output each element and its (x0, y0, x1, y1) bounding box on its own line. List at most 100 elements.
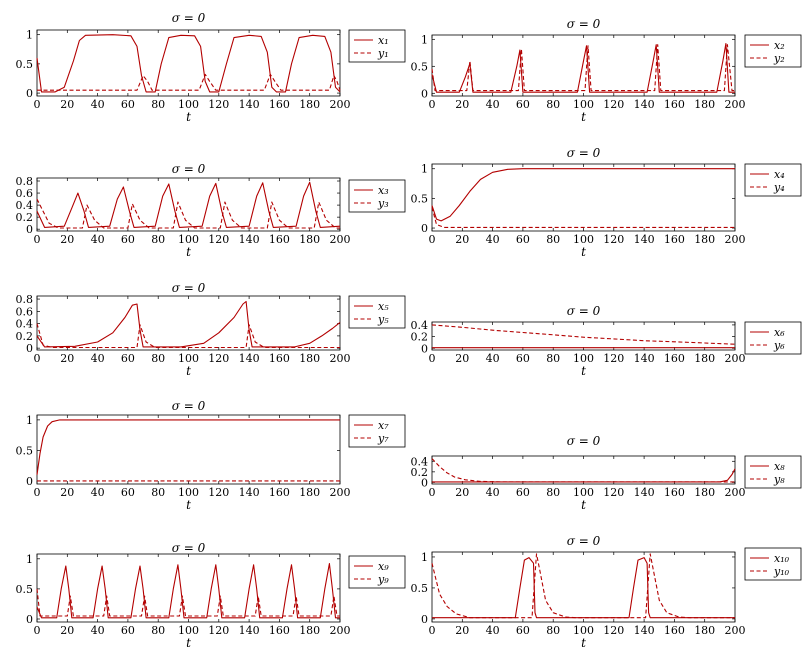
legend-box (744, 163, 802, 197)
x-tick-label: 120 (208, 233, 229, 246)
legend-label: x₅ (378, 300, 389, 313)
x-tick-label: 60 (121, 352, 135, 365)
x-axis-label: t (581, 245, 586, 259)
x-tick-label: 20 (455, 233, 469, 246)
x-axis-label: t (581, 110, 586, 124)
chart-panel: σ = 0 0 20 40 60 80 100 120 140 160 180 200 t 0 0.5 1 x₂… (411, 17, 802, 124)
series-line-x (432, 468, 736, 483)
x-tick-label: 60 (121, 624, 135, 637)
x-tick-label: 40 (486, 624, 500, 637)
y-tick-label: 0 (26, 342, 33, 355)
x-tick-label: 40 (486, 486, 500, 499)
x-tick-label: 180 (694, 233, 715, 246)
x-tick-label: 160 (664, 98, 685, 111)
series-line-x (36, 419, 340, 475)
y-tick-label: 0.5 (16, 444, 34, 457)
legend-box (744, 455, 802, 489)
x-tick-label: 180 (694, 352, 715, 365)
legend-label: y₅ (377, 313, 389, 326)
x-tick-label: 160 (269, 486, 290, 499)
x-axis-label: t (186, 245, 191, 259)
x-tick-label: 160 (664, 486, 685, 499)
x-tick-label: 40 (486, 233, 500, 246)
x-tick-label: 80 (151, 486, 165, 499)
x-tick-label: 20 (60, 98, 74, 111)
y-tick-label: 0.5 (411, 582, 429, 595)
x-tick-label: 20 (455, 98, 469, 111)
chart-panel: σ = 0 0 20 40 60 80 100 120 140 160 180 200 t 00.20.4… (411, 434, 802, 512)
x-tick-label: 120 (208, 624, 229, 637)
x-tick-label: 80 (151, 352, 165, 365)
legend-label: x₁₀ (774, 552, 790, 565)
x-tick-label: 60 (121, 98, 135, 111)
x-tick-label: 200 (330, 98, 351, 111)
y-tick-label: 0.4 (16, 199, 34, 212)
x-tick-label: 120 (208, 486, 229, 499)
y-tick-label: 0.5 (16, 58, 34, 71)
x-tick-label: 120 (603, 352, 624, 365)
x-tick-label: 40 (91, 233, 105, 246)
x-tick-label: 100 (573, 486, 594, 499)
x-tick-label: 140 (634, 352, 655, 365)
x-tick-label: 160 (269, 98, 290, 111)
legend-box (348, 555, 406, 589)
chart-panel: σ = 0 0 20 40 60 80 100 120 140 160 180 200 t 0 0.5 1 x₁… (411, 534, 802, 650)
y-tick-label: 0 (421, 87, 428, 100)
plot-frame (431, 163, 736, 232)
x-tick-label: 100 (178, 486, 199, 499)
x-tick-label: 0 (429, 352, 436, 365)
x-tick-label: 60 (516, 486, 530, 499)
series-line-y (36, 588, 340, 617)
x-tick-label: 80 (546, 98, 560, 111)
x-tick-label: 100 (573, 233, 594, 246)
x-tick-label: 20 (60, 352, 74, 365)
series-line-y (36, 198, 340, 229)
x-tick-label: 40 (91, 624, 105, 637)
x-tick-label: 60 (516, 624, 530, 637)
legend-label: y₇ (377, 432, 389, 445)
x-tick-label: 0 (429, 233, 436, 246)
legend-label: y₈ (773, 473, 785, 486)
x-tick-label: 0 (429, 624, 436, 637)
y-tick-label: 0.6 (16, 305, 34, 318)
plot-frame (36, 29, 341, 97)
plot-frame (431, 551, 736, 623)
y-tick-label: 0 (26, 613, 33, 626)
x-tick-label: 20 (60, 486, 74, 499)
y-tick-label: 0 (421, 613, 428, 626)
x-tick-label: 80 (151, 98, 165, 111)
x-axis-label: t (186, 498, 191, 512)
legend-label: y₉ (377, 573, 389, 586)
series-line-x (36, 563, 340, 619)
x-tick-label: 140 (634, 98, 655, 111)
y-tick-label: 0 (26, 87, 33, 100)
y-tick-label: 0.8 (16, 175, 34, 188)
x-axis-label: t (186, 110, 191, 124)
x-tick-label: 60 (516, 233, 530, 246)
chart-title: σ = 0 (567, 304, 601, 318)
x-tick-label: 140 (239, 352, 260, 365)
series-line-y (431, 207, 735, 228)
legend-box (744, 34, 802, 68)
legend-box (348, 414, 406, 448)
x-tick-label: 0 (34, 486, 41, 499)
chart-title: σ = 0 (172, 399, 206, 413)
x-tick-label: 120 (603, 486, 624, 499)
x-tick-label: 20 (455, 624, 469, 637)
chart-title: σ = 0 (567, 17, 601, 31)
x-tick-label: 140 (239, 98, 260, 111)
y-tick-label: 0.4 (411, 319, 429, 332)
chart-title: σ = 0 (172, 281, 206, 295)
plot-frame (36, 414, 341, 485)
legend-label: x₇ (378, 419, 389, 432)
plot-frame (431, 321, 736, 351)
x-tick-label: 80 (546, 624, 560, 637)
series-line-y (36, 323, 340, 349)
x-tick-label: 20 (60, 624, 74, 637)
x-tick-label: 0 (34, 233, 41, 246)
chart-panel: σ = 0 0 20 40 60 80 100 120 140 160 180 200 t 0 0.5 1 x₉… (16, 541, 406, 650)
legend-label: y₁ (377, 47, 389, 60)
x-tick-label: 40 (91, 486, 105, 499)
x-tick-label: 140 (239, 486, 260, 499)
